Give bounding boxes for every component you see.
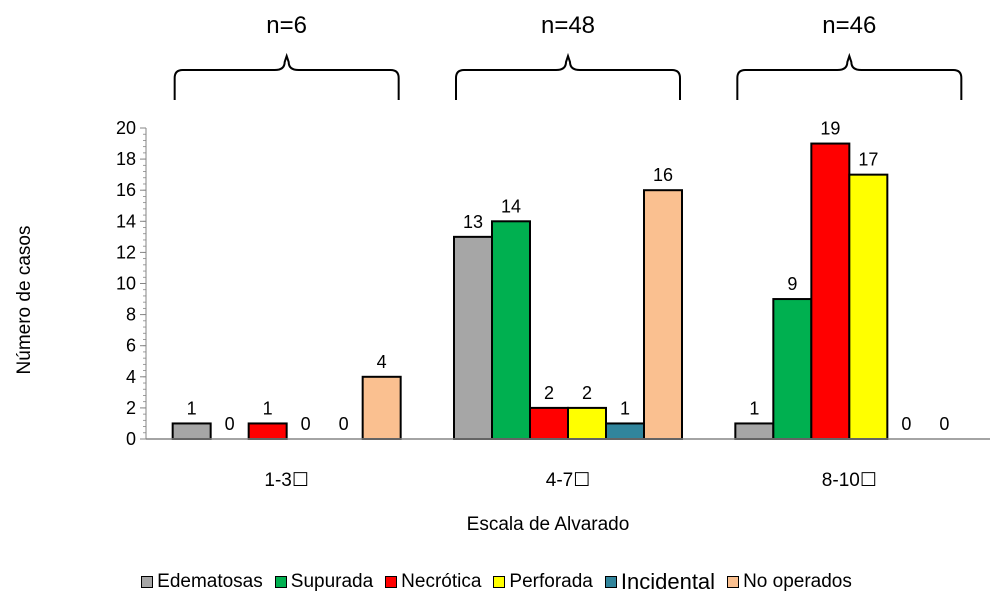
bar <box>605 422 645 441</box>
data-label: 2 <box>544 383 554 403</box>
data-label: 0 <box>901 414 911 434</box>
x-tick-label: 4-7☐ <box>546 470 591 491</box>
legend-swatch-no-operados <box>727 576 740 588</box>
legend-label-edematosas: Edematosas <box>157 571 263 592</box>
y-tick-label: 2 <box>126 398 136 418</box>
data-label: 2 <box>582 383 592 403</box>
bar <box>529 406 569 440</box>
bar <box>171 422 212 441</box>
y-axis-title: Número de casos <box>14 226 35 375</box>
data-label: 16 <box>653 165 673 185</box>
data-label: 0 <box>939 414 949 434</box>
group-annotation: n=46 <box>822 12 876 39</box>
data-label: 1 <box>620 398 630 418</box>
legend-swatch-necrotica <box>385 576 398 588</box>
data-label: 1 <box>187 398 197 418</box>
legend-label-incidental: Incidental <box>620 569 716 594</box>
legend-item-incidental: Incidental <box>604 569 716 595</box>
data-label: 17 <box>858 150 878 170</box>
group-brace <box>173 52 400 100</box>
y-tick-label: 6 <box>126 336 136 356</box>
y-tick-label: 20 <box>116 118 136 138</box>
bar <box>848 173 889 440</box>
legend-label-no-operados: No operados <box>743 571 852 592</box>
legend-label-necrotica: Necrótica <box>401 571 482 592</box>
data-label: 4 <box>377 352 387 372</box>
legend-swatch-supurada <box>274 576 287 588</box>
data-label: 0 <box>225 414 235 434</box>
legend-item-no-operados: No operados <box>727 571 852 593</box>
bar <box>567 406 607 440</box>
legend-item-necrotica: Necrótica <box>385 571 481 593</box>
y-tick-label: 12 <box>116 242 136 262</box>
legend-swatch-edematosas <box>141 576 154 588</box>
data-label: 9 <box>787 274 797 294</box>
data-label: 1 <box>263 398 273 418</box>
group-brace <box>736 52 963 100</box>
legend: Edematosas Supurada Necrótica Perforada … <box>0 566 993 598</box>
legend-item-edematosas: Edematosas <box>141 571 263 593</box>
legend-swatch-perforada <box>493 576 506 588</box>
y-tick-label: 16 <box>116 180 136 200</box>
group-brace <box>455 52 681 100</box>
x-tick-label: 8-10☐ <box>822 470 877 491</box>
legend-label-supurada: Supurada <box>290 571 374 592</box>
x-axis-title: Escala de Alvarado <box>467 514 630 535</box>
data-label: 19 <box>820 119 840 139</box>
y-tick-label: 0 <box>126 429 136 449</box>
x-tick-label: 1-3☐ <box>264 470 309 491</box>
data-label: 0 <box>339 414 349 434</box>
group-annotation: n=48 <box>541 12 595 39</box>
bar <box>734 422 775 441</box>
group-annotation: n=6 <box>266 12 307 39</box>
data-label: 0 <box>301 414 311 434</box>
legend-item-supurada: Supurada <box>274 571 374 593</box>
bar <box>491 220 531 440</box>
legend-label-perforada: Perforada <box>509 571 593 592</box>
data-label: 14 <box>501 196 521 216</box>
data-label: 13 <box>463 212 483 232</box>
y-tick-label: 10 <box>116 274 136 294</box>
bar <box>361 375 402 440</box>
bar <box>453 235 493 440</box>
legend-swatch-incidental <box>604 576 617 588</box>
y-tick-label: 4 <box>126 367 136 387</box>
bar <box>247 422 288 441</box>
y-tick-label: 8 <box>126 305 136 325</box>
data-label: 1 <box>749 398 759 418</box>
legend-item-perforada: Perforada <box>493 571 593 593</box>
y-tick-label: 18 <box>116 149 136 169</box>
bar <box>643 189 683 440</box>
y-tick-label: 14 <box>116 211 136 231</box>
bar <box>810 142 851 441</box>
bar <box>772 298 813 440</box>
